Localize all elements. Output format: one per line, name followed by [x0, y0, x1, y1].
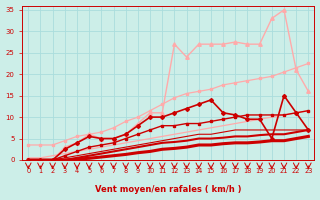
X-axis label: Vent moyen/en rafales ( km/h ): Vent moyen/en rafales ( km/h ) [95, 185, 242, 194]
